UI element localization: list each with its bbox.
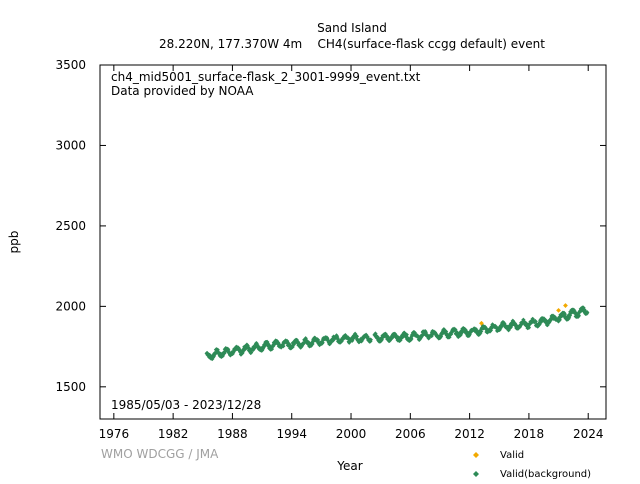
data-point-background — [579, 307, 584, 313]
data-point-valid — [479, 320, 484, 326]
y-tick-label: 1500 — [55, 380, 86, 394]
legend-diamond-valid-background — [473, 471, 479, 477]
y-axis-label: ppb — [7, 231, 21, 254]
data-point-background — [226, 347, 231, 353]
data-point-background — [559, 313, 565, 319]
data-point-background — [581, 305, 586, 310]
y-tick-label: 3000 — [55, 138, 86, 152]
y-tick-label: 2500 — [55, 219, 86, 233]
data-point-background — [453, 327, 458, 332]
data-point-background — [409, 336, 414, 342]
data-point-background — [459, 329, 465, 335]
data-provider-annotation: Data provided by NOAA — [111, 84, 254, 98]
x-axis: 1976 1982 1988 1994 2000 2006 2012 2018 2024 — [99, 65, 604, 441]
data-point-background — [530, 316, 535, 322]
legend-marker-valid — [473, 452, 479, 458]
data-point-background — [509, 323, 514, 328]
legend-label-valid-background: Valid(background) — [500, 469, 591, 480]
legend-diamond-valid — [473, 452, 479, 458]
data-point-background — [557, 317, 562, 323]
legend-label-valid: Valid — [500, 450, 524, 461]
data-point-background — [537, 322, 542, 327]
data-point-background — [511, 319, 516, 324]
x-tick-label: 2018 — [514, 427, 545, 441]
x-tick-label: 1994 — [276, 427, 307, 441]
data-file-annotation: ch4_mid5001_surface-flask_2_3001-9999_ev… — [111, 70, 421, 84]
chart-title: Sand Island — [317, 21, 387, 35]
data-point-background — [585, 310, 590, 315]
data-point-background — [526, 325, 532, 330]
data-series-layer — [204, 303, 590, 362]
data-point-background — [315, 337, 321, 343]
x-tick-label: 2012 — [454, 427, 485, 441]
x-tick-label: 1988 — [217, 427, 248, 441]
x-tick-label: 1982 — [158, 427, 189, 441]
data-point-background — [354, 334, 360, 339]
data-point-background — [578, 309, 583, 314]
legend: Valid Valid(background) — [473, 450, 591, 480]
date-range-annotation: 1985/05/03 - 2023/12/28 — [111, 398, 261, 412]
data-point-background — [404, 332, 409, 337]
chart-subtitle: 28.220N, 177.370W 4m CH4(surface-flask c… — [159, 37, 545, 51]
data-point-background — [557, 315, 563, 320]
data-point-background — [368, 337, 373, 342]
data-point-background — [521, 317, 526, 323]
data-point-background — [215, 347, 220, 353]
plot-frame — [99, 64, 607, 420]
data-point-background — [231, 349, 236, 354]
data-point-valid — [563, 303, 568, 308]
data-point-background — [568, 311, 573, 316]
data-point-background — [281, 344, 286, 349]
x-tick-label: 2024 — [573, 427, 604, 441]
data-point-background — [251, 347, 256, 352]
x-tick-label: 2000 — [336, 427, 367, 441]
watermark: WMO WDCGG / JMA — [101, 447, 219, 461]
legend-marker-valid-background — [473, 471, 479, 477]
data-point-background — [566, 315, 572, 320]
data-point-background — [210, 356, 215, 362]
data-point-background — [533, 319, 538, 324]
data-point-valid — [556, 307, 561, 313]
x-tick-label: 2006 — [395, 427, 426, 441]
y-tick-label: 3500 — [55, 58, 86, 72]
x-axis-label: Year — [336, 459, 362, 473]
data-point-background — [538, 320, 543, 325]
data-point-background — [242, 347, 247, 352]
data-point-background — [576, 313, 581, 318]
data-point-background — [320, 340, 325, 345]
series-valid-background — [204, 305, 590, 362]
series-valid — [479, 303, 568, 326]
y-axis: 1500 2000 2500 3000 3500 — [55, 58, 606, 394]
y-tick-label: 2000 — [55, 299, 86, 313]
data-point-background — [567, 313, 573, 318]
x-tick-label: 1976 — [99, 427, 130, 441]
data-point-background — [562, 311, 568, 317]
